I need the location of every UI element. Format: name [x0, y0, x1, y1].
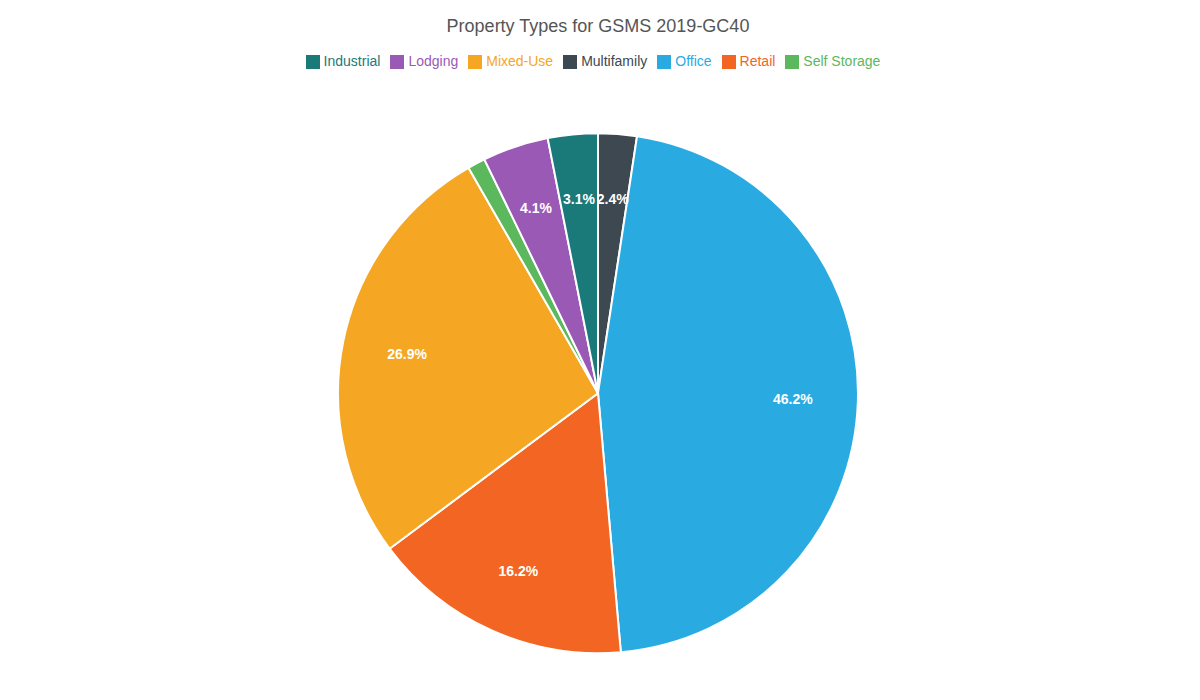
- svg-text:46.2%: 46.2%: [773, 391, 813, 407]
- html-text:Office: Office: [675, 53, 712, 69]
- html-text:Lodging: Lodging: [408, 53, 459, 69]
- html-text:Self Storage: Self Storage: [803, 53, 881, 69]
- svg-text:4.1%: 4.1%: [520, 200, 552, 216]
- html-text:Retail: Retail: [739, 53, 776, 69]
- svg-text:16.2%: 16.2%: [498, 563, 538, 579]
- html-text:Multifamily: Multifamily: [581, 53, 648, 69]
- html-text:Property Types for GSMS 2019-G: Property Types for GSMS 2019-GC40: [446, 16, 750, 36]
- svg-text:3.1%: 3.1%: [563, 191, 595, 207]
- html-text:Industrial: Industrial: [323, 53, 381, 69]
- svg-text:2.4%: 2.4%: [597, 191, 629, 207]
- html-text:Mixed-Use: Mixed-Use: [486, 53, 554, 69]
- svg-text:26.9%: 26.9%: [387, 346, 427, 362]
